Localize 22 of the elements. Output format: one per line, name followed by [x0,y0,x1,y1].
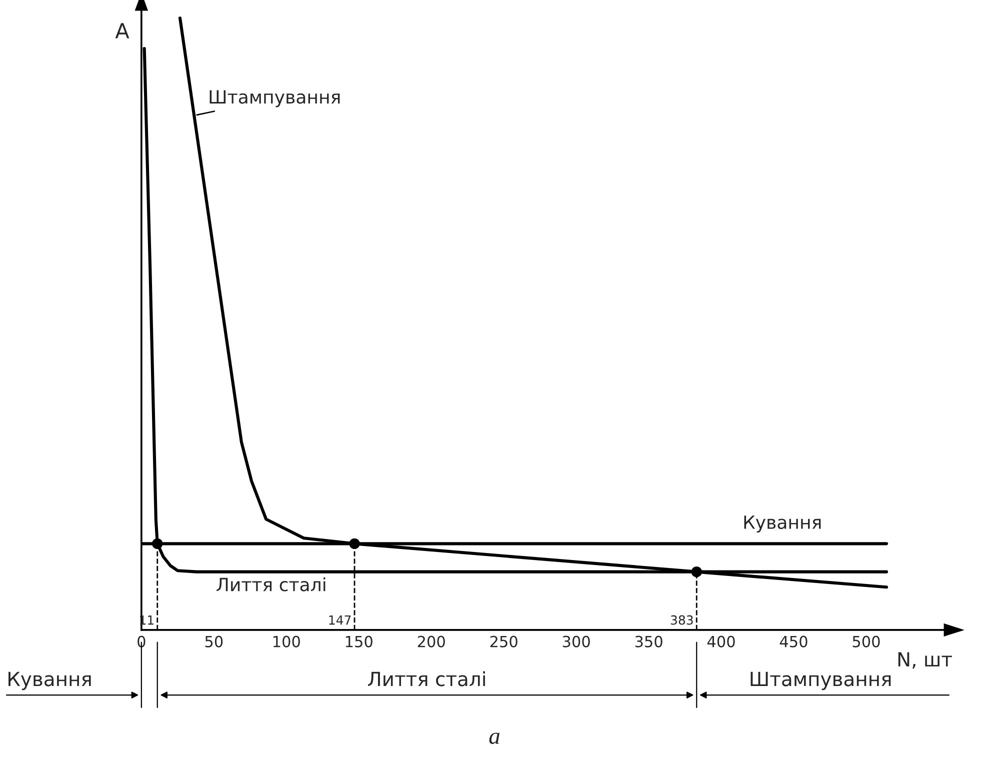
ref-line-label: 383 [670,615,693,625]
x-tick-label: 300 [562,636,590,648]
x-tick-label: 50 [205,636,223,648]
x-tick-label: 350 [635,636,662,648]
x-tick-label: 250 [490,636,518,648]
x-tick-label: 0 [138,636,146,648]
text: Штампування [750,672,891,690]
x-tick-label: 450 [780,636,808,648]
x-tick-label: 500 [852,636,880,648]
y-axis-title: A [115,23,130,38]
series-label: Штампування [210,90,340,108]
text: a [489,732,500,744]
x-tick-label: 400 [707,636,735,648]
text: Лиття сталі [368,671,485,686]
ref-line-label: 147 [329,615,351,625]
series-label: Кування [744,516,821,533]
x-axis-title: N, шт [898,652,952,669]
series-label: Лиття сталі [216,577,326,592]
x-tick-label: 150 [346,636,372,648]
x-tick-label: 200 [418,636,445,648]
x-tick-label: 100 [273,636,300,648]
text: Кування [8,672,91,690]
